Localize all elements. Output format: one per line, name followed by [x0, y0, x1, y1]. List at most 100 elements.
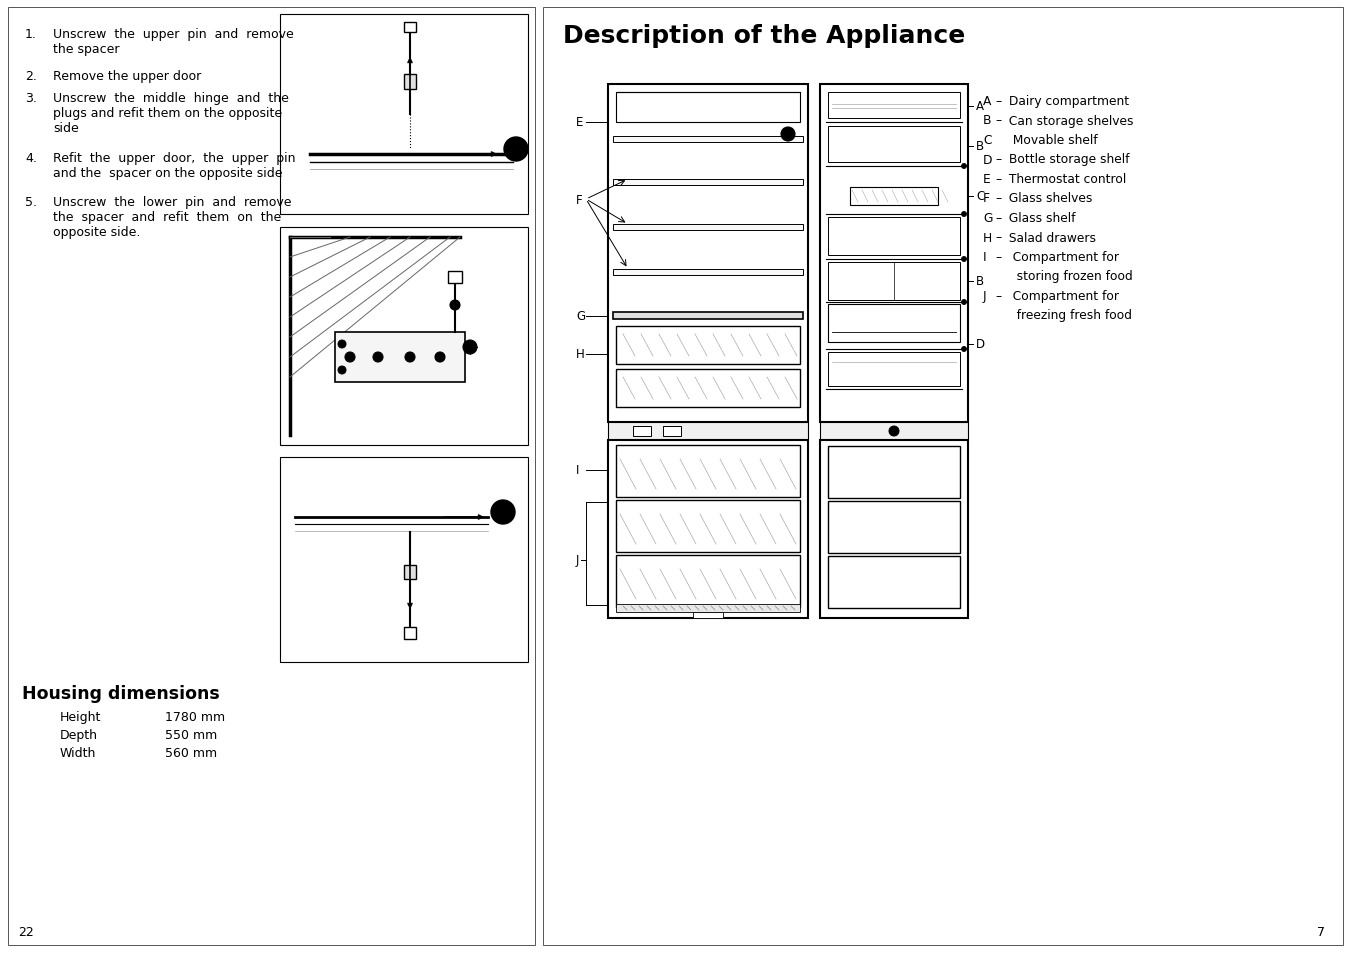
Circle shape — [962, 257, 966, 262]
Text: Height: Height — [59, 710, 101, 723]
Text: Dairy compartment: Dairy compartment — [1005, 95, 1129, 108]
Bar — [280, 457, 528, 662]
Text: I: I — [984, 251, 986, 264]
Text: C: C — [984, 133, 992, 147]
Text: Description of the Appliance: Description of the Appliance — [563, 24, 965, 48]
Bar — [613, 137, 802, 143]
Text: Depth: Depth — [59, 728, 99, 741]
Text: G: G — [984, 212, 993, 225]
Text: G: G — [576, 310, 585, 323]
Text: H: H — [984, 232, 992, 244]
Text: 22: 22 — [18, 925, 34, 938]
Bar — [280, 228, 528, 446]
Bar — [616, 604, 800, 613]
Bar — [828, 447, 961, 498]
Circle shape — [781, 128, 794, 142]
Text: I: I — [576, 464, 580, 477]
Text: Unscrew  the  upper  pin  and  remove
the spacer: Unscrew the upper pin and remove the spa… — [53, 28, 293, 56]
Bar — [404, 565, 416, 579]
Circle shape — [504, 138, 528, 162]
Bar — [616, 327, 800, 365]
Text: Thermostat control: Thermostat control — [1005, 172, 1127, 186]
Text: 1780 mm: 1780 mm — [165, 710, 226, 723]
Text: B: B — [975, 140, 984, 153]
Bar — [613, 270, 802, 275]
Circle shape — [496, 505, 509, 519]
Text: F: F — [576, 193, 582, 206]
Bar — [616, 92, 800, 123]
Text: A: A — [984, 95, 992, 108]
Bar — [449, 272, 462, 284]
Text: Unscrew  the  lower  pin  and  remove
the  spacer  and  refit  them  on  the
opp: Unscrew the lower pin and remove the spa… — [53, 195, 292, 239]
Bar — [693, 613, 723, 618]
Bar — [828, 305, 961, 343]
Bar — [616, 500, 800, 553]
Circle shape — [345, 353, 355, 363]
Bar — [616, 556, 800, 607]
Bar — [634, 427, 651, 436]
Text: F: F — [984, 193, 990, 205]
Text: freezing fresh food: freezing fresh food — [1005, 309, 1132, 322]
Circle shape — [435, 353, 444, 363]
Circle shape — [490, 500, 515, 524]
Circle shape — [463, 340, 477, 355]
Text: Remove the upper door: Remove the upper door — [53, 70, 201, 83]
Text: –: – — [994, 172, 1001, 186]
Text: J: J — [576, 554, 580, 567]
Bar — [280, 15, 528, 214]
Text: E: E — [984, 172, 990, 186]
Bar — [828, 92, 961, 119]
Text: –: – — [994, 251, 1001, 264]
Circle shape — [450, 301, 459, 311]
Text: –: – — [994, 153, 1001, 167]
Bar — [613, 180, 802, 186]
Bar — [613, 313, 802, 319]
Bar — [828, 557, 961, 608]
Text: Glass shelf: Glass shelf — [1005, 212, 1075, 225]
Text: –: – — [994, 193, 1001, 205]
Bar — [616, 446, 800, 497]
Circle shape — [338, 367, 346, 375]
Circle shape — [962, 300, 966, 305]
Bar — [404, 23, 416, 33]
Bar — [404, 75, 416, 90]
Text: A: A — [975, 100, 984, 113]
Text: 5.: 5. — [26, 195, 36, 209]
Text: –: – — [994, 232, 1001, 244]
Text: –: – — [994, 95, 1001, 108]
Bar — [820, 85, 969, 422]
Text: 2.: 2. — [26, 70, 36, 83]
Text: Compartment for: Compartment for — [1005, 290, 1119, 303]
Bar — [828, 127, 961, 163]
Bar — [828, 501, 961, 554]
Text: C: C — [975, 191, 985, 203]
Bar — [663, 427, 681, 436]
Text: Width: Width — [59, 746, 96, 760]
Circle shape — [373, 353, 382, 363]
Text: Unscrew  the  middle  hinge  and  the
plugs and refit them on the opposite
side: Unscrew the middle hinge and the plugs a… — [53, 91, 289, 135]
Text: 550 mm: 550 mm — [165, 728, 218, 741]
Bar — [828, 263, 961, 301]
Text: Glass shelves: Glass shelves — [1005, 193, 1093, 205]
Text: Refit  the  upper  door,  the  upper  pin
and the  spacer on the opposite side: Refit the upper door, the upper pin and … — [53, 152, 296, 180]
Bar — [850, 188, 938, 206]
Text: 560 mm: 560 mm — [165, 746, 218, 760]
Text: E: E — [576, 116, 584, 130]
Bar — [543, 8, 1343, 945]
Circle shape — [889, 427, 898, 436]
Text: Salad drawers: Salad drawers — [1005, 232, 1096, 244]
Circle shape — [509, 143, 523, 157]
Bar — [616, 370, 800, 408]
Text: 4.: 4. — [26, 152, 36, 165]
Bar — [8, 8, 535, 945]
Circle shape — [962, 347, 966, 352]
Text: 7: 7 — [1317, 925, 1325, 938]
Circle shape — [962, 164, 966, 170]
Bar — [608, 440, 808, 618]
Circle shape — [405, 353, 415, 363]
Bar — [820, 440, 969, 618]
Text: –: – — [994, 290, 1001, 303]
Text: B: B — [984, 114, 992, 128]
Text: B: B — [975, 275, 984, 288]
Bar — [828, 353, 961, 387]
